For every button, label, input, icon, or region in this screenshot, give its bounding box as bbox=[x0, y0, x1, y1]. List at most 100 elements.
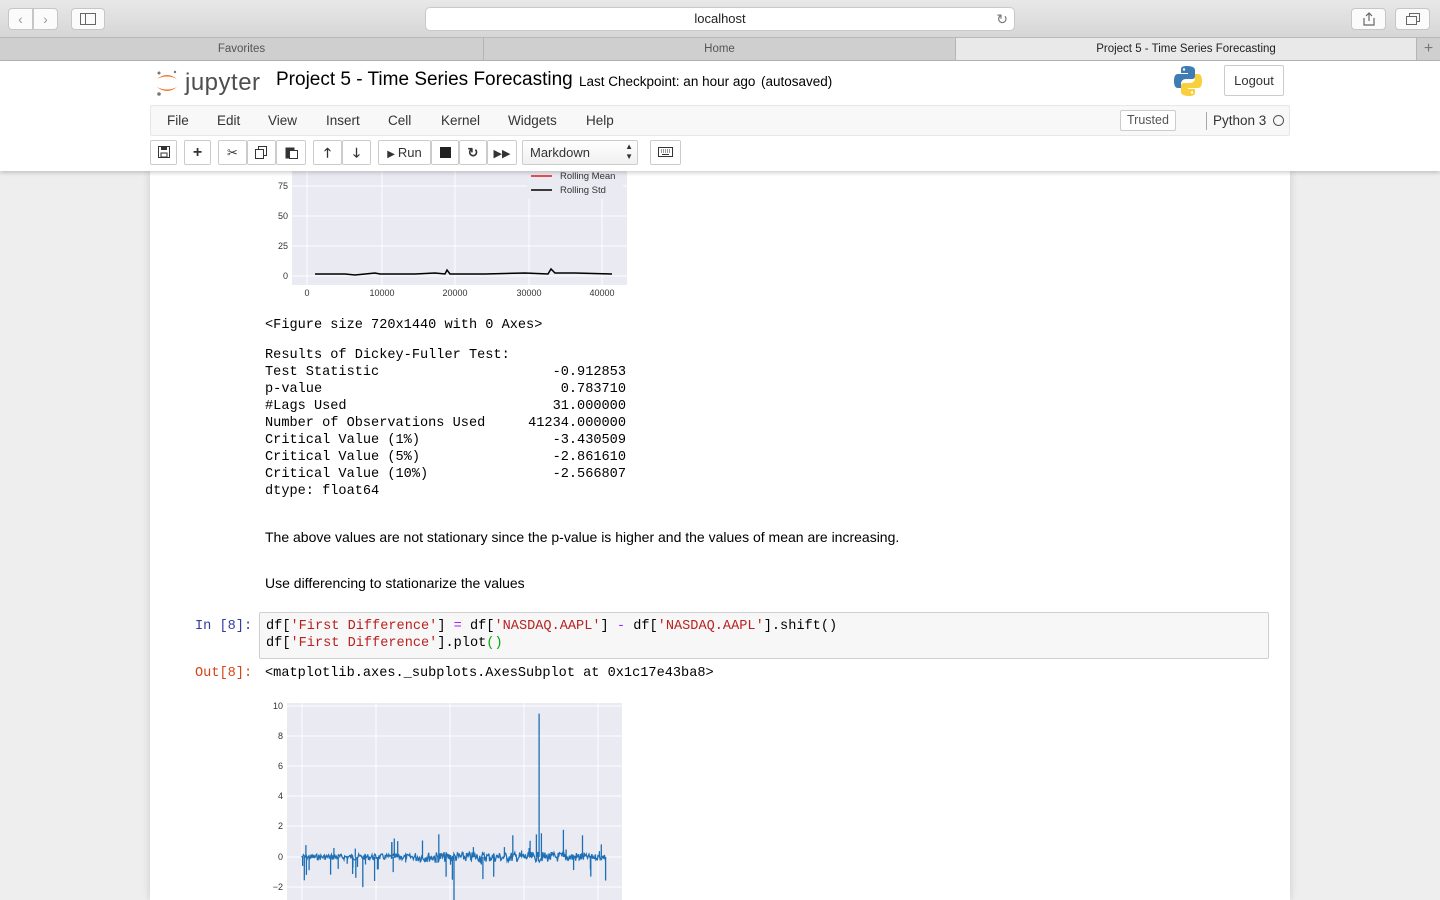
input-prompt: In [8]: bbox=[195, 619, 253, 634]
code-line: df['First Difference'] = df['NASDAQ.AAPL… bbox=[266, 619, 837, 634]
stat-label: Test Statistic bbox=[265, 365, 380, 380]
trusted-indicator[interactable]: Trusted bbox=[1120, 110, 1176, 131]
notebook-title[interactable]: Project 5 - Time Series Forecasting bbox=[276, 69, 573, 90]
scissors-icon: ✂ bbox=[227, 145, 238, 160]
cell-type-value: Markdown bbox=[530, 145, 590, 160]
code-paren: () bbox=[486, 636, 503, 651]
autosave-status: (autosaved) bbox=[761, 74, 833, 89]
menu-insert[interactable]: Insert bbox=[326, 113, 360, 128]
output-heading: Results of Dickey-Fuller Test: bbox=[265, 348, 510, 363]
kernel-name[interactable]: Python 3 bbox=[1213, 113, 1267, 128]
markdown-cell[interactable]: Use differencing to stationarize the val… bbox=[265, 575, 525, 591]
run-label: Run bbox=[397, 145, 422, 160]
back-button[interactable]: ‹ bbox=[8, 8, 33, 30]
keyboard-icon bbox=[658, 147, 673, 157]
stat-label: #Lags Used bbox=[265, 399, 347, 414]
code-token: ] bbox=[437, 619, 454, 634]
run-button[interactable]: ▶ Run bbox=[378, 140, 431, 165]
address-bar[interactable]: localhost ↻ bbox=[425, 7, 1015, 31]
menu-help[interactable]: Help bbox=[586, 113, 614, 128]
y-tick-label: 0 bbox=[283, 271, 288, 281]
stat-label: Critical Value (1%) bbox=[265, 433, 420, 448]
menu-edit[interactable]: Edit bbox=[217, 113, 241, 128]
stat-row: #Lags Used 31.000000 bbox=[265, 399, 630, 416]
move-down-button[interactable]: 🡓 bbox=[342, 140, 371, 165]
menu-kernel[interactable]: Kernel bbox=[441, 113, 481, 128]
new-tab-button[interactable]: + bbox=[1423, 40, 1434, 57]
interrupt-button[interactable] bbox=[431, 140, 459, 165]
browser-toolbar: ‹ › localhost ↻ bbox=[0, 0, 1440, 38]
move-up-button[interactable]: 🡑 bbox=[313, 140, 342, 165]
x-tick-label: 0 bbox=[304, 288, 309, 298]
legend-label-rolling-mean: Rolling Mean bbox=[560, 171, 615, 182]
notebook-toolbar: + ✂ 🡑 🡓 ▶ Run ↻ ▶▶ Markdown ▲ ▼ bbox=[150, 140, 1290, 166]
stat-row: Critical Value (5%) -2.861610 bbox=[265, 450, 630, 467]
stat-label: Number of Observations Used bbox=[265, 416, 486, 431]
share-button[interactable] bbox=[1351, 8, 1386, 30]
reload-icon[interactable]: ↻ bbox=[996, 11, 1008, 27]
copy-button[interactable] bbox=[247, 140, 276, 165]
save-button[interactable] bbox=[150, 140, 177, 165]
menu-view[interactable]: View bbox=[268, 113, 298, 128]
code-cell-editor[interactable]: df['First Difference'] = df['NASDAQ.AAPL… bbox=[259, 612, 1269, 659]
code-token: ] bbox=[600, 619, 617, 634]
cut-button[interactable]: ✂ bbox=[218, 140, 247, 165]
stat-label: p-value bbox=[265, 382, 323, 397]
jupyter-header: jupyter Project 5 - Time Series Forecast… bbox=[0, 61, 1440, 171]
cell-type-select[interactable]: Markdown ▲ ▼ bbox=[522, 140, 638, 165]
code-token: df[ bbox=[266, 636, 291, 651]
menu-widgets[interactable]: Widgets bbox=[508, 113, 557, 128]
code-token: df[ bbox=[461, 619, 495, 634]
y-tick-label: 6 bbox=[278, 761, 283, 771]
paste-button[interactable] bbox=[276, 140, 306, 165]
x-tick-label: 30000 bbox=[516, 288, 541, 298]
tab-strip: Favorites Home Project 5 - Time Series F… bbox=[0, 38, 1440, 61]
select-arrows-icon: ▲ ▼ bbox=[625, 142, 633, 161]
stat-row: Number of Observations Used 41234.000000 bbox=[265, 416, 630, 433]
share-icon bbox=[1362, 12, 1375, 26]
menu-file[interactable]: File bbox=[167, 113, 189, 128]
dtype-line: dtype: float64 bbox=[265, 484, 380, 499]
insert-cell-button[interactable]: + bbox=[184, 140, 211, 165]
figure-size-output: <Figure size 720x1440 with 0 Axes> bbox=[265, 318, 543, 333]
restart-button[interactable]: ↻ bbox=[459, 140, 487, 165]
jupyter-logo[interactable]: jupyter bbox=[155, 66, 261, 100]
x-tick-label: 10000 bbox=[369, 288, 394, 298]
x-tick-label: 20000 bbox=[442, 288, 467, 298]
logo-text: jupyter bbox=[185, 69, 261, 96]
tab-home[interactable]: Home bbox=[484, 38, 956, 60]
restart-run-all-button[interactable]: ▶▶ bbox=[487, 140, 517, 165]
logout-button[interactable]: Logout bbox=[1224, 65, 1284, 96]
markdown-cell[interactable]: The above values are not stationary sinc… bbox=[265, 529, 900, 545]
stat-value: 41234.000000 bbox=[528, 416, 626, 431]
restart-icon: ↻ bbox=[467, 145, 479, 160]
sidebar-icon bbox=[80, 13, 96, 25]
checkpoint-status: Last Checkpoint: an hour ago bbox=[579, 74, 756, 89]
code-string: 'NASDAQ.AAPL' bbox=[494, 619, 601, 634]
dickey-fuller-output: Results of Dickey-Fuller Test: Test Stat… bbox=[265, 348, 630, 501]
show-tabs-button[interactable] bbox=[1395, 8, 1430, 30]
code-line: df['First Difference'].plot() bbox=[266, 636, 503, 651]
legend-label-rolling-std: Rolling Std bbox=[560, 185, 606, 196]
menu-cell[interactable]: Cell bbox=[388, 113, 412, 128]
forward-button[interactable]: › bbox=[33, 8, 58, 30]
y-tick-label: −2 bbox=[273, 882, 283, 892]
fast-forward-icon: ▶▶ bbox=[493, 148, 511, 160]
code-string: 'First Difference' bbox=[290, 636, 438, 651]
stop-icon bbox=[439, 147, 451, 158]
copy-icon bbox=[255, 146, 267, 159]
tab-project-5[interactable]: Project 5 - Time Series Forecasting bbox=[956, 38, 1417, 60]
tab-label: Favorites bbox=[217, 43, 266, 55]
stat-row: p-value 0.783710 bbox=[265, 382, 630, 399]
tab-favorites[interactable]: Favorites bbox=[0, 38, 484, 60]
sidebar-toggle-button[interactable] bbox=[71, 8, 105, 30]
y-tick-label: 50 bbox=[278, 211, 288, 221]
y-tick-label: 4 bbox=[278, 791, 283, 801]
stat-value: -2.566807 bbox=[552, 467, 626, 482]
tab-label: Project 5 - Time Series Forecasting bbox=[1096, 43, 1276, 55]
command-palette-button[interactable] bbox=[650, 140, 681, 165]
output-text: <matplotlib.axes._subplots.AxesSubplot a… bbox=[265, 666, 714, 681]
jupyter-logo-icon bbox=[157, 70, 177, 96]
divider bbox=[1206, 112, 1207, 130]
stat-row: Test Statistic -0.912853 bbox=[265, 365, 630, 382]
